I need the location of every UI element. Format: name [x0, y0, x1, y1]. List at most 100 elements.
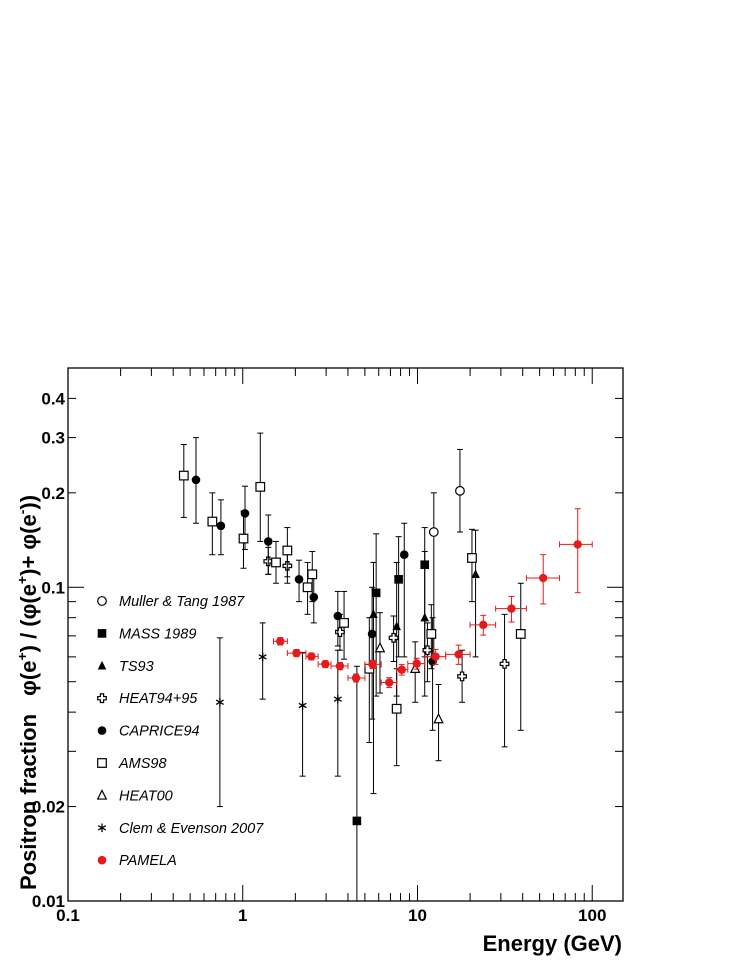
plot-frame [67, 367, 624, 902]
data-point [178, 470, 189, 481]
series-heat00 [374, 612, 444, 762]
y-tick-label: 0.01 [32, 892, 65, 911]
x-tick-label: 1 [238, 906, 247, 925]
data-point [367, 629, 377, 639]
y-tick-label: 0.3 [41, 429, 65, 448]
x-tick-label: 10 [408, 906, 427, 925]
data-point [399, 550, 409, 560]
data-point [374, 641, 386, 653]
x-tick-label: 0.1 [56, 906, 80, 925]
data-point [397, 665, 406, 674]
legend-label: Muller & Tang 1987 [119, 594, 245, 610]
y-axis-title-formula-1: φ(e [16, 661, 41, 696]
svg-text:Positron fraction φ(e+): Positron fraction φ(e+) / (φ(e+)+ φ(e-)) [14, 495, 41, 890]
series-clem-evenson-2007 [215, 622, 342, 808]
data-point [216, 521, 226, 531]
data-point [238, 533, 249, 544]
data-point [294, 575, 304, 584]
data-point [391, 703, 402, 714]
data-point [335, 661, 345, 671]
data-point [309, 592, 319, 602]
legend-marker [96, 789, 108, 800]
legend-marker [97, 726, 107, 735]
data-point [426, 629, 437, 639]
data-point [302, 582, 313, 593]
legend-label: TS93 [119, 659, 154, 675]
data-point [479, 620, 488, 630]
y-axis-title-sup-2: + [14, 576, 30, 584]
data-point [573, 540, 582, 549]
data-point [471, 569, 480, 578]
legend-marker [97, 758, 107, 768]
data-point [412, 659, 421, 668]
data-point [333, 694, 342, 704]
asterisk-stroke [258, 654, 267, 660]
data-point [352, 816, 362, 826]
data-point [394, 575, 403, 584]
legend-label: PAMELA [119, 853, 177, 869]
data-point [371, 588, 381, 598]
legend-entry-muller-tang-1987: Muller & Tang 1987 [97, 594, 245, 610]
legend-label: HEAT00 [119, 788, 173, 804]
data-point [454, 650, 463, 659]
legend-entry-ams98: AMS98 [97, 756, 167, 772]
data-point [428, 527, 439, 537]
data-point [499, 658, 510, 669]
data-point [467, 553, 477, 563]
asterisk-stroke [97, 825, 107, 831]
data-point [422, 645, 433, 656]
legend-entry-pamela: PAMELA [97, 853, 177, 869]
data-point [240, 509, 250, 518]
series-pamela [273, 508, 593, 689]
legend-entry-heat94-95: HEAT94+95 [97, 691, 198, 707]
data-point [431, 652, 440, 661]
data-point [339, 617, 349, 628]
data-point [368, 660, 377, 669]
legend-marker [97, 660, 107, 670]
data-point [207, 516, 218, 527]
legend-label: Clem & Evenson 2007 [119, 821, 264, 837]
y-tick-label: 0.4 [41, 389, 65, 408]
y-axis-title-sup-3: - [14, 509, 30, 514]
data-point [271, 557, 281, 568]
legend-marker [97, 693, 107, 704]
asterisk-stroke [298, 702, 307, 709]
legend-entry-clem-evenson-2007: Clem & Evenson 2007 [97, 821, 264, 837]
legend-marker [97, 596, 107, 606]
legend-entry-ts93: TS93 [97, 659, 154, 675]
legend-label: CAPRICE94 [119, 724, 200, 740]
y-axis-title-sup-1: + [14, 652, 30, 660]
data-point [321, 659, 330, 669]
legend-entry-caprice94: CAPRICE94 [97, 724, 200, 740]
data-point [433, 712, 444, 724]
x-tick-label: 100 [578, 906, 606, 925]
data-point [215, 697, 224, 707]
x-axis-title: Energy (GeV) [483, 931, 622, 956]
data-point [298, 701, 307, 710]
data-point [282, 545, 293, 556]
y-axis-title: Positron fraction φ(e+) / (φ(e+)+ φ(e-)) [14, 495, 41, 890]
data-point [258, 652, 267, 662]
data-point [385, 678, 394, 687]
y-tick-label: 0.1 [41, 578, 65, 597]
data-point [388, 632, 399, 643]
y-axis-title-formula-4: )) [16, 495, 41, 510]
data-point [409, 662, 421, 673]
asterisk-stroke [215, 699, 224, 705]
legend-entry-heat00: HEAT00 [96, 788, 173, 804]
data-point [420, 612, 430, 622]
legend-marker [97, 823, 107, 833]
data-point [263, 537, 273, 546]
y-axis-title-formula-2: ) / (φ(e [16, 584, 41, 652]
legend-marker [97, 855, 107, 865]
series-ams98 [178, 432, 526, 767]
data-point [335, 627, 345, 637]
data-point [538, 573, 548, 583]
data-point [307, 569, 318, 580]
legend-marker [97, 629, 107, 638]
data-point [292, 648, 301, 658]
data-point [276, 637, 285, 646]
y-axis-title-formula-3: )+ φ(e [16, 514, 41, 576]
data-point [369, 609, 378, 618]
legend-label: MASS 1989 [119, 626, 196, 642]
